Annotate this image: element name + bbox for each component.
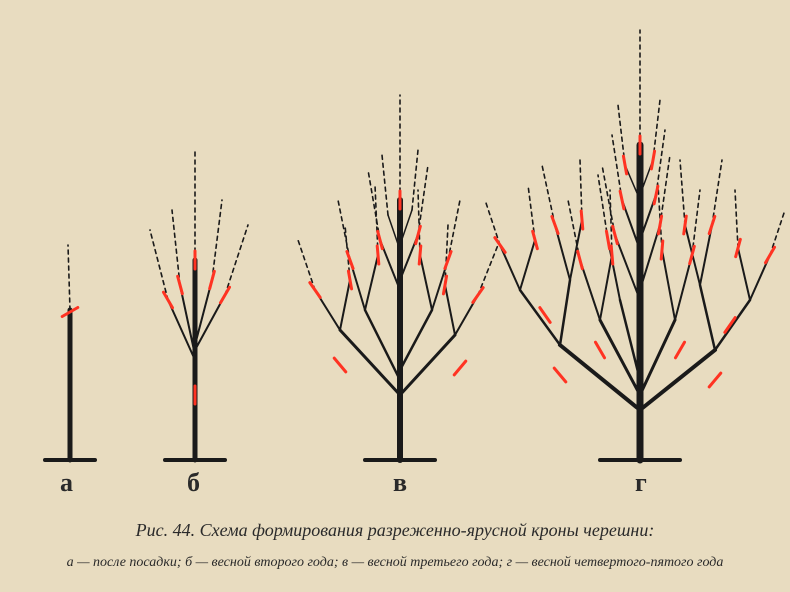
diagram-canvas: а б в г Рис. 44. Схема формирования разр… xyxy=(0,0,790,592)
label-v: в xyxy=(393,468,407,498)
label-b: б xyxy=(187,468,200,498)
caption-subtitle: а — после посадки; б — весной второго го… xyxy=(0,555,790,571)
label-g: г xyxy=(635,468,647,498)
trees-svg xyxy=(0,0,790,592)
label-a: а xyxy=(60,468,73,498)
caption-title: Рис. 44. Схема формирования разреженно-я… xyxy=(0,520,790,541)
